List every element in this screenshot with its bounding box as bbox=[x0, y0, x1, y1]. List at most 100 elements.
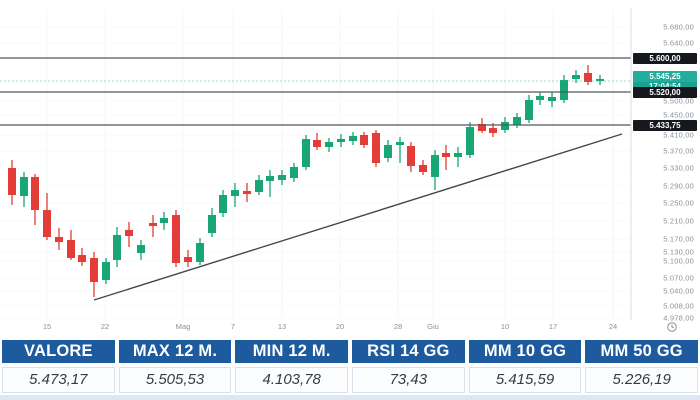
candle-body bbox=[384, 145, 392, 158]
candle-body bbox=[149, 223, 157, 226]
candle-body bbox=[478, 124, 486, 131]
y-axis-label: 5.008,00 bbox=[663, 301, 694, 311]
candle-body bbox=[196, 243, 204, 262]
table-column: MM 10 GG 5.415,59 bbox=[468, 340, 582, 393]
candle-body bbox=[513, 117, 521, 125]
candle-body bbox=[278, 175, 286, 180]
y-axis-label: 5.210,00 bbox=[663, 216, 694, 226]
candle-body bbox=[349, 136, 357, 141]
clock-icon bbox=[667, 322, 677, 332]
y-axis-label: 5.290,00 bbox=[663, 181, 694, 191]
candle-body bbox=[536, 96, 544, 100]
candle-body bbox=[572, 75, 580, 79]
candle-body bbox=[431, 155, 439, 177]
candle-body bbox=[407, 146, 415, 166]
candle-body bbox=[560, 80, 568, 100]
price-level-badge: 5.520,00 bbox=[633, 86, 697, 98]
candle-body bbox=[208, 215, 216, 233]
table-column: MIN 12 M. 4.103,78 bbox=[235, 340, 349, 393]
candle-body bbox=[501, 122, 509, 130]
candle-body bbox=[419, 165, 427, 172]
candle-body bbox=[113, 235, 121, 260]
candle-body bbox=[266, 176, 274, 181]
y-axis-label: 5.410,00 bbox=[663, 130, 694, 140]
y-axis-label: 5.130,00 bbox=[663, 247, 694, 257]
candle-body bbox=[8, 168, 16, 195]
candle-body bbox=[43, 210, 51, 237]
candle-body bbox=[372, 133, 380, 163]
y-axis-label: 5.500,00 bbox=[663, 96, 694, 106]
candle-body bbox=[525, 100, 533, 120]
table-value-cell: 5.226,19 bbox=[585, 367, 699, 393]
candle-body bbox=[548, 97, 556, 101]
candle-body bbox=[67, 240, 75, 258]
x-axis-label: 22 bbox=[100, 322, 110, 331]
candle-body bbox=[219, 195, 227, 213]
trend-line bbox=[93, 133, 623, 301]
y-axis-label: 5.680,00 bbox=[663, 22, 694, 32]
table-column: RSI 14 GG 73,43 bbox=[352, 340, 465, 393]
candle-body bbox=[78, 255, 86, 262]
y-axis-label: 5.330,00 bbox=[663, 163, 694, 173]
candle-body bbox=[454, 153, 462, 157]
summary-table: VALORE 5.473,17 MAX 12 M. 5.505,53 MIN 12 M.… bbox=[2, 340, 699, 393]
last-price-time: 17:04:54 bbox=[633, 81, 697, 91]
table-header-cell: VALORE bbox=[2, 340, 115, 363]
table-column: MM 50 GG 5.226,19 bbox=[585, 340, 699, 393]
table-value-cell: 4.103,78 bbox=[235, 367, 349, 393]
candle-body bbox=[302, 139, 310, 167]
y-axis-label: 4.978,00 bbox=[663, 313, 694, 323]
table-bottom-strip bbox=[0, 395, 700, 400]
candle-body bbox=[360, 135, 368, 145]
candle-body bbox=[313, 140, 321, 147]
x-axis-label: 15 bbox=[42, 322, 52, 331]
x-axis-label: 13 bbox=[277, 322, 287, 331]
price-level-badge: 5.600,00 bbox=[633, 52, 697, 64]
candle-body bbox=[90, 258, 98, 282]
table-value-cell: 5.415,59 bbox=[468, 367, 582, 393]
x-axis-label: 24 bbox=[608, 322, 618, 331]
candle-body bbox=[125, 230, 133, 236]
x-axis-label: Mag bbox=[175, 322, 191, 331]
x-axis-label: 28 bbox=[393, 322, 403, 331]
candle-body bbox=[584, 73, 592, 82]
candle-body bbox=[596, 79, 604, 81]
y-axis-label: 5.640,00 bbox=[663, 38, 694, 48]
table-header-cell: MAX 12 M. bbox=[118, 340, 232, 363]
table-column: VALORE 5.473,17 bbox=[2, 340, 115, 393]
y-axis-label: 5.450,00 bbox=[663, 110, 694, 120]
price-level-badge: 5.433,75 bbox=[633, 119, 697, 131]
last-price-value: 5.545,25 bbox=[649, 72, 681, 81]
candle-body bbox=[255, 180, 263, 192]
price-chart-plot[interactable] bbox=[0, 0, 700, 340]
candle-body bbox=[325, 142, 333, 147]
candle-body bbox=[396, 142, 404, 145]
x-axis-label: 10 bbox=[500, 322, 510, 331]
candle-body bbox=[337, 139, 345, 142]
candle-body bbox=[489, 128, 497, 133]
table-value-cell: 5.473,17 bbox=[2, 367, 115, 393]
y-axis-label: 5.070,00 bbox=[663, 273, 694, 283]
candle-body bbox=[442, 153, 450, 157]
table-value-cell: 73,43 bbox=[352, 367, 465, 393]
table-header-cell: MM 10 GG bbox=[468, 340, 582, 363]
table-header-cell: MIN 12 M. bbox=[235, 340, 349, 363]
candle-body bbox=[20, 177, 28, 196]
table-value-cell: 5.505,53 bbox=[118, 367, 232, 393]
candle-body bbox=[231, 190, 239, 196]
x-axis-label: 20 bbox=[335, 322, 345, 331]
candle-body bbox=[137, 245, 145, 253]
candle-body bbox=[31, 177, 39, 210]
candle-body bbox=[102, 262, 110, 280]
y-axis-label: 5.100,00 bbox=[663, 256, 694, 266]
candle-body bbox=[290, 167, 298, 178]
x-axis-label: Giu bbox=[427, 322, 439, 331]
y-axis-label: 5.040,00 bbox=[663, 286, 694, 296]
y-axis-label: 5.170,00 bbox=[663, 234, 694, 244]
x-axis-label: 7 bbox=[230, 322, 236, 331]
y-axis-label: 5.250,00 bbox=[663, 198, 694, 208]
candle-body bbox=[55, 237, 63, 242]
candle-body bbox=[184, 257, 192, 262]
table-header-cell: MM 50 GG bbox=[585, 340, 699, 363]
